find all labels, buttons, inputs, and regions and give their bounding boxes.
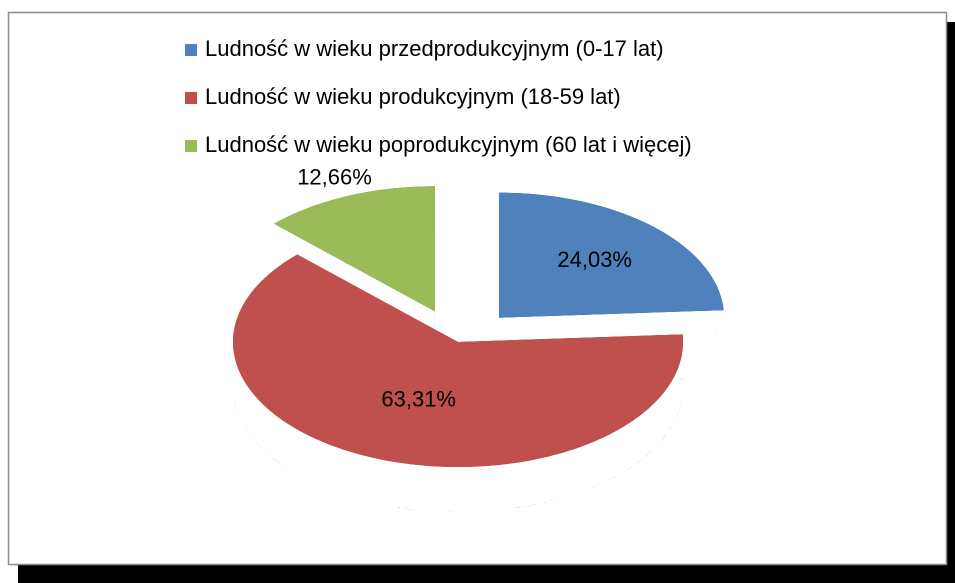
chart-frame xyxy=(7,11,948,566)
legend-swatch xyxy=(185,140,197,152)
data-label: 24,03% xyxy=(557,247,632,272)
legend-label: Ludność w wieku poprodukcyjnym (60 lat i… xyxy=(205,132,692,157)
frame-shadow xyxy=(18,565,955,583)
frame-shadow xyxy=(947,22,955,583)
data-label: 12,66% xyxy=(297,165,372,190)
slice xyxy=(499,192,724,318)
data-label: 63,31% xyxy=(381,386,456,411)
slice xyxy=(233,254,683,467)
legend-swatch xyxy=(185,92,197,104)
slice xyxy=(274,186,435,312)
legend-label: Ludność w wieku przedprodukcyjnym (0-17 … xyxy=(205,36,664,61)
legend-swatch xyxy=(185,44,197,56)
legend-label: Ludność w wieku produkcyjnym (18-59 lat) xyxy=(205,84,621,109)
